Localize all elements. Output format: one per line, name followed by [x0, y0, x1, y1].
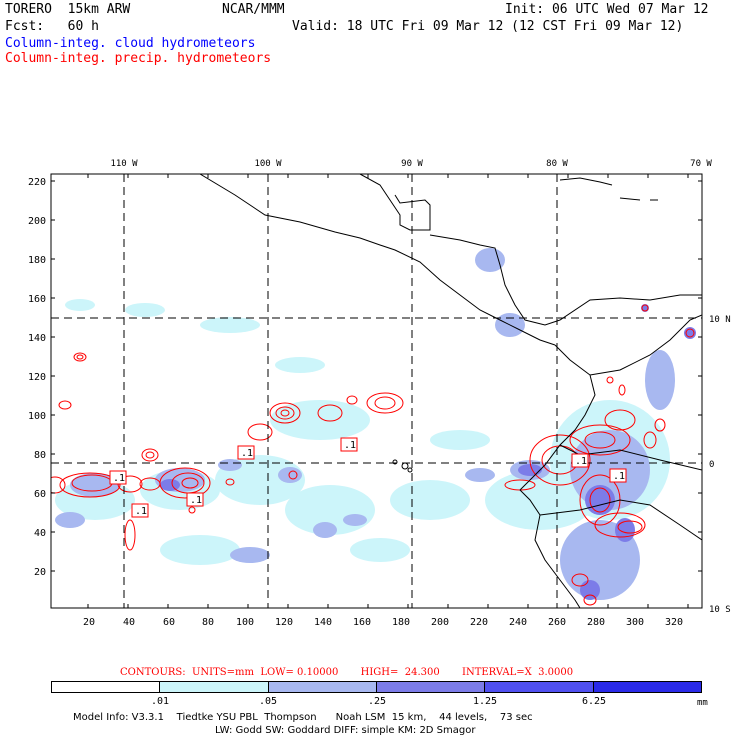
contour-info: CONTOURS: UNITS=mm LOW= 0.10000 HIGH= 24…: [120, 667, 574, 678]
y-tick-label: 20: [34, 567, 46, 578]
y-axis: 20 40 60 80 100 120 140 160 180 200 220: [28, 177, 702, 578]
lat-label: 10 S: [709, 605, 731, 615]
field-cloud-label: Column-integ. cloud hydrometeors: [5, 36, 256, 51]
y-tick-label: 140: [28, 333, 46, 344]
contour-label: .1: [113, 473, 125, 484]
colorbar-segment: [160, 682, 269, 692]
colorbar: [51, 681, 702, 693]
x-tick-label: 20: [83, 617, 95, 628]
y-tick-label: 220: [28, 177, 46, 188]
x-tick-label: 220: [470, 617, 488, 628]
colorbar-segment: [593, 682, 701, 692]
y-tick-label: 100: [28, 411, 46, 422]
colorbar-segment: [268, 682, 377, 692]
organization-label: NCAR/MMM: [222, 2, 285, 17]
cloud-shading-light: [55, 299, 670, 565]
x-tick-label: 40: [123, 617, 135, 628]
colorbar-unit: mm: [697, 698, 708, 708]
colorbar-segment: [52, 682, 161, 692]
map-area: [51, 174, 702, 608]
x-tick-label: 80: [202, 617, 214, 628]
x-tick-label: 100: [236, 617, 254, 628]
plot-frame: [50, 173, 703, 609]
contour-label: .1: [575, 456, 587, 467]
x-tick-label: 160: [353, 617, 371, 628]
lon-label: 100 W: [254, 159, 282, 169]
coastlines: [199, 174, 702, 608]
lat-label: 0: [709, 460, 714, 470]
y-tick-label: 40: [34, 528, 46, 539]
contour-label: .1: [344, 440, 356, 451]
model-info-line1: Model Info: V3.3.1 Tiedtke YSU PBL Thomp…: [73, 712, 533, 723]
x-axis: 20 40 60 80 100 120 140 160 180 200 220 …: [83, 174, 689, 628]
colorbar-label: .05: [258, 696, 278, 707]
x-tick-label: 200: [431, 617, 449, 628]
lon-label: 110 W: [110, 159, 138, 169]
colorbar-label: 1.25: [472, 696, 498, 707]
x-tick-label: 140: [314, 617, 332, 628]
valid-time: Valid: 18 UTC Fri 09 Mar 12 (12 CST Fri …: [292, 19, 684, 34]
colorbar-segment: [376, 682, 486, 692]
contour-label: .1: [241, 448, 253, 459]
contour-labels: .1 .1 .1 .1 .1 .1 .1: [109, 437, 627, 518]
y-tick-label: 120: [28, 372, 46, 383]
field-precip-label: Column-integ. precip. hydrometeors: [5, 51, 272, 66]
y-tick-label: 180: [28, 255, 46, 266]
colorbar-label: .25: [367, 696, 387, 707]
x-tick-label: 260: [548, 617, 566, 628]
init-time: Init: 06 UTC Wed 07 Mar 12: [505, 2, 709, 17]
y-tick-label: 200: [28, 216, 46, 227]
colorbar-label: 6.25: [581, 696, 607, 707]
forecast-hour: Fcst: 60 h: [5, 19, 99, 34]
model-title: TORERO 15km ARW: [5, 2, 131, 17]
y-tick-label: 160: [28, 294, 46, 305]
colorbar-segment: [485, 682, 594, 692]
contour-label: .1: [613, 471, 625, 482]
x-tick-label: 60: [163, 617, 175, 628]
graticule: [51, 174, 702, 608]
x-tick-label: 320: [665, 617, 683, 628]
x-tick-label: 280: [587, 617, 605, 628]
x-tick-label: 300: [626, 617, 644, 628]
contour-label: .1: [190, 495, 202, 506]
lon-label: 70 W: [690, 159, 712, 169]
model-info-line2: LW: Godd SW: Goddard DIFF: simple KM: 2D…: [215, 725, 476, 736]
x-tick-label: 120: [275, 617, 293, 628]
y-tick-label: 60: [34, 489, 46, 500]
lat-label: 10 N: [709, 315, 731, 325]
latitude-labels: 10 N 0 10 S: [709, 315, 731, 615]
contour-label: .1: [135, 506, 147, 517]
lon-label: 90 W: [401, 159, 423, 169]
x-tick-label: 180: [392, 617, 410, 628]
longitude-labels: 110 W 100 W 90 W 80 W 70 W: [110, 159, 712, 169]
y-tick-label: 80: [34, 450, 46, 461]
x-tick-label: 240: [509, 617, 527, 628]
lon-label: 80 W: [546, 159, 568, 169]
colorbar-label: .01: [150, 696, 170, 707]
